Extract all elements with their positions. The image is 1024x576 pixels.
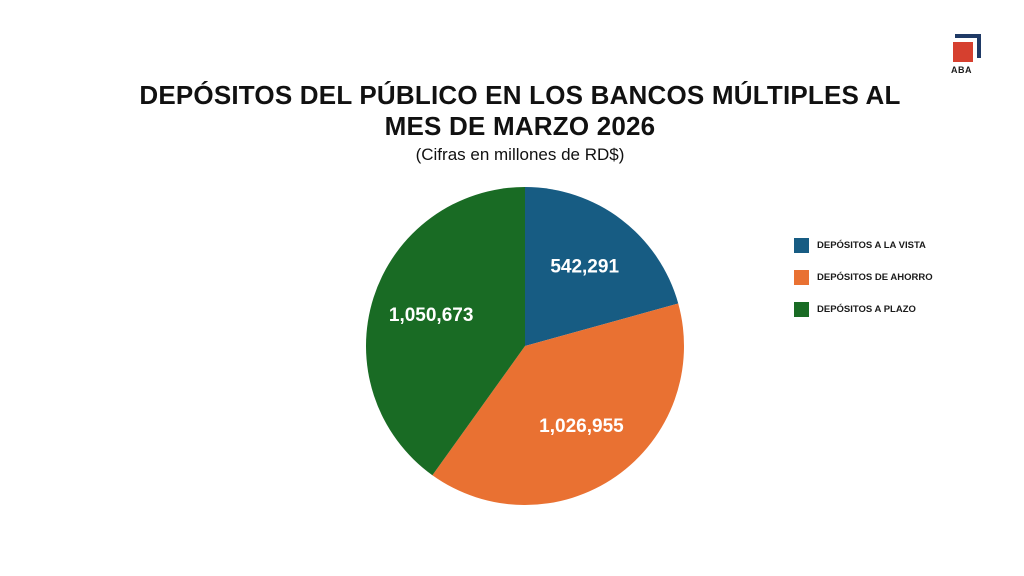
logo-square-mark — [953, 42, 973, 62]
chart-title: DEPÓSITOS DEL PÚBLICO EN LOS BANCOS MÚLT… — [100, 80, 940, 142]
pie-slice-depositos-a-la-vista — [525, 187, 679, 346]
legend-swatch — [794, 238, 809, 253]
pie-data-label-depositos-a-plazo: 1,050,673 — [389, 305, 474, 326]
logo-text: ABA — [951, 65, 972, 75]
legend-label: DEPÓSITOS A PLAZO — [817, 304, 916, 315]
legend-item-depositos-a-plazo: DEPÓSITOS A PLAZO — [794, 300, 933, 319]
aba-logo: ABA — [947, 34, 987, 78]
chart-title-line-2: MES DE MARZO 2026 — [384, 111, 656, 141]
pie-slice-depositos-a-plazo — [366, 187, 525, 476]
logo-corner-mark — [955, 34, 981, 58]
pie-data-label-depositos-a-la-vista: 542,291 — [550, 257, 619, 278]
legend-label: DEPÓSITOS DE AHORRO — [817, 272, 933, 283]
pie-slice-depositos-de-ahorro — [432, 303, 684, 506]
chart-title-line-1: DEPÓSITOS DEL PÚBLICO EN LOS BANCOS MÚLT… — [139, 80, 901, 110]
legend-swatch — [794, 302, 809, 317]
chart-subtitle: (Cifras en millones de RD$) — [415, 145, 625, 164]
legend-item-depositos-a-la-vista: DEPÓSITOS A LA VISTA — [794, 236, 933, 255]
pie-data-label-depositos-de-ahorro: 1,026,955 — [539, 416, 624, 437]
chart-legend: DEPÓSITOS A LA VISTA DEPÓSITOS DE AHORRO D… — [794, 236, 933, 332]
legend-swatch — [794, 270, 809, 285]
legend-item-depositos-de-ahorro: DEPÓSITOS DE AHORRO — [794, 268, 933, 287]
legend-label: DEPÓSITOS A LA VISTA — [817, 240, 926, 251]
